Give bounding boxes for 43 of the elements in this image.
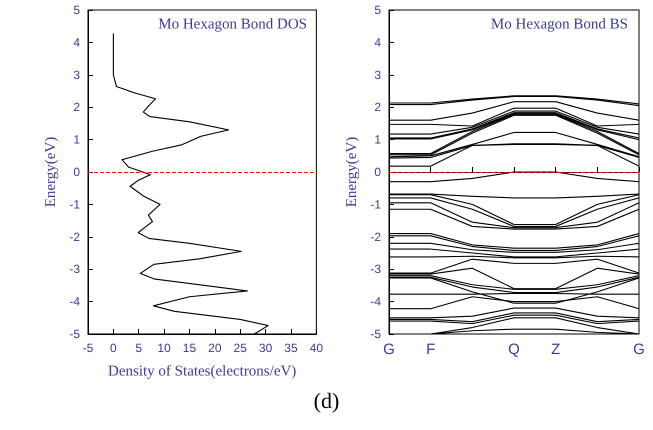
chart-title: Mo Hexagon Bond DOS xyxy=(158,16,307,32)
y-tick-label: -3 xyxy=(370,262,382,276)
y-tick-label: -5 xyxy=(370,327,382,341)
x-tick-label: 40 xyxy=(310,341,324,355)
y-tick-label: 0 xyxy=(73,165,80,179)
x-tick-label: 15 xyxy=(182,341,196,355)
y-tick-label: 0 xyxy=(374,165,382,179)
x-tick-label: 20 xyxy=(208,341,222,355)
y-tick-label: 3 xyxy=(374,68,382,82)
y-tick-label: -3 xyxy=(69,262,80,276)
x-tick-label: 5 xyxy=(135,341,142,355)
y-tick-label: -2 xyxy=(69,230,80,244)
y-tick-label: 5 xyxy=(73,3,80,17)
x-tick-label: Q xyxy=(508,341,520,358)
y-tick-label: 5 xyxy=(374,3,382,17)
y-tick-label: -1 xyxy=(370,197,382,212)
x-tick-label: G xyxy=(633,341,645,358)
y-tick-label: 1 xyxy=(374,132,382,147)
x-tick-label: F xyxy=(426,341,436,358)
y-axis-title: Energy(eV) xyxy=(42,136,59,208)
x-tick-label: 35 xyxy=(284,341,298,355)
y-tick-label: 4 xyxy=(73,35,80,50)
x-tick-label: 10 xyxy=(157,341,172,355)
x-tick-label: 30 xyxy=(258,341,273,355)
y-tick-label: 2 xyxy=(374,100,382,114)
y-tick-label: 3 xyxy=(73,68,80,82)
x-tick-label: 0 xyxy=(110,341,118,355)
chart-title: Mo Hexagon Bond BS xyxy=(490,16,628,32)
y-tick-label: -5 xyxy=(69,327,80,341)
y-tick-label: -4 xyxy=(370,294,382,309)
x-axis-title: Density of States(electrons/eV) xyxy=(108,364,296,380)
y-axis-title: Energy(eV) xyxy=(344,136,360,208)
x-tick-label: 25 xyxy=(234,341,248,355)
y-tick-label: -1 xyxy=(69,197,80,212)
x-tick-label: G xyxy=(383,341,395,358)
y-tick-label: 2 xyxy=(73,100,80,114)
x-tick-label: -5 xyxy=(82,341,94,355)
text: (d) xyxy=(312,388,340,414)
y-tick-label: 4 xyxy=(374,35,382,50)
y-tick-label: -2 xyxy=(370,230,382,244)
y-tick-label: -4 xyxy=(69,294,80,309)
x-tick-label: Z xyxy=(551,341,560,358)
y-tick-label: 1 xyxy=(73,132,80,147)
